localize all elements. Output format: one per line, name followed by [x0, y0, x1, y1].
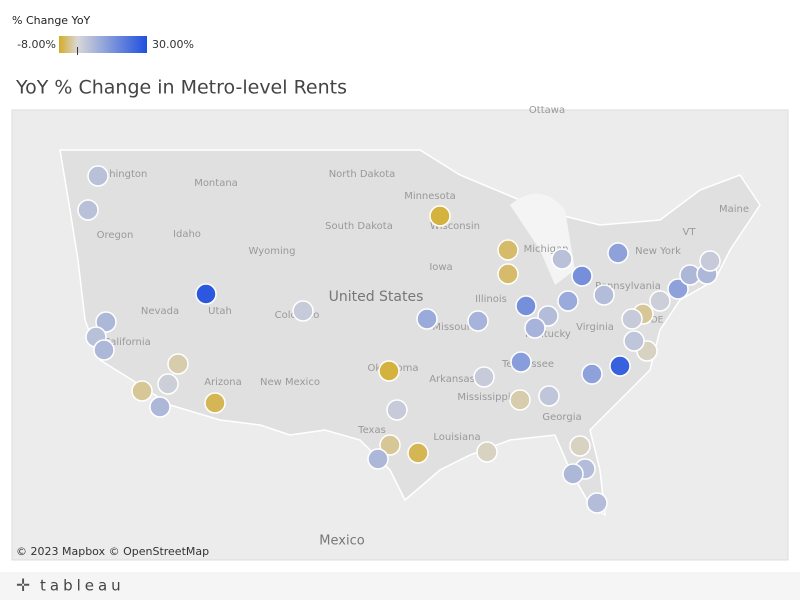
- metro-marker[interactable]: [667, 278, 689, 300]
- metro-marker[interactable]: [386, 399, 408, 421]
- metro-marker[interactable]: [509, 389, 531, 411]
- legend-min: -8.00%: [17, 38, 56, 51]
- metro-marker[interactable]: [429, 205, 451, 227]
- metro-marker[interactable]: [87, 165, 109, 187]
- map-label: Nevada: [141, 306, 179, 317]
- map-label: Arizona: [204, 377, 242, 388]
- metro-marker[interactable]: [378, 360, 400, 382]
- map-label: Louisiana: [433, 432, 480, 443]
- map-title: YoY % Change in Metro-level Rents: [15, 77, 347, 99]
- map-label: South Dakota: [325, 221, 393, 232]
- metro-marker[interactable]: [473, 366, 495, 388]
- metro-marker[interactable]: [204, 392, 226, 414]
- map-label: Pennsylvania: [595, 281, 661, 292]
- metro-marker[interactable]: [157, 373, 179, 395]
- legend-max: 30.00%: [152, 38, 194, 51]
- map-label: Missouri: [432, 322, 473, 333]
- map-label: New York: [635, 246, 681, 257]
- map-label: Georgia: [542, 412, 581, 423]
- map-label: Maine: [719, 204, 749, 215]
- metro-marker[interactable]: [77, 199, 99, 221]
- metro-marker[interactable]: [571, 265, 593, 287]
- map-label: California: [103, 337, 151, 348]
- metro-marker[interactable]: [562, 463, 584, 485]
- metro-marker[interactable]: [623, 330, 645, 352]
- metro-marker[interactable]: [586, 492, 608, 514]
- map-label: United States: [329, 289, 424, 305]
- legend-ramp: [59, 36, 147, 53]
- map-label: New Mexico: [260, 377, 320, 388]
- metro-marker[interactable]: [167, 353, 189, 375]
- metro-marker[interactable]: [367, 448, 389, 470]
- footer: [0, 572, 800, 600]
- map-label: Minnesota: [404, 191, 456, 202]
- map-label: North Dakota: [329, 169, 396, 180]
- metro-marker[interactable]: [699, 250, 721, 272]
- metro-marker[interactable]: [407, 442, 429, 464]
- metro-marker[interactable]: [149, 396, 171, 418]
- markers: [77, 165, 721, 514]
- metro-marker[interactable]: [621, 308, 643, 330]
- map-label: Oregon: [97, 230, 134, 241]
- map-label: Ottawa: [529, 105, 565, 116]
- metro-marker[interactable]: [649, 290, 671, 312]
- metro-marker[interactable]: [497, 263, 519, 285]
- map-label: DE: [651, 316, 664, 326]
- metro-marker[interactable]: [524, 317, 546, 339]
- metro-marker[interactable]: [569, 435, 591, 457]
- metro-marker[interactable]: [292, 300, 314, 322]
- metro-marker[interactable]: [581, 363, 603, 385]
- metro-marker[interactable]: [510, 351, 532, 373]
- metro-marker[interactable]: [557, 290, 579, 312]
- map-label: Wyoming: [249, 246, 296, 257]
- map-label: VT: [683, 227, 697, 238]
- map-label: Wisconsin: [430, 221, 480, 232]
- map-label: Washington: [89, 169, 148, 180]
- metro-marker[interactable]: [497, 239, 519, 261]
- metro-marker[interactable]: [131, 380, 153, 402]
- map-label: Montana: [194, 178, 238, 189]
- metro-marker[interactable]: [95, 311, 117, 333]
- legend-title: % Change YoY: [12, 14, 91, 27]
- metro-marker[interactable]: [195, 283, 217, 305]
- map-label: Mexico: [319, 534, 364, 549]
- map-label: Illinois: [475, 294, 507, 305]
- metro-marker[interactable]: [515, 295, 537, 317]
- metro-marker[interactable]: [467, 310, 489, 332]
- map-label: Idaho: [173, 229, 201, 240]
- map: [11, 109, 789, 561]
- map-label: Arkansas: [429, 374, 475, 385]
- map-label: Kentucky: [525, 329, 571, 340]
- attribution: © 2023 Mapbox © OpenStreetMap: [16, 545, 209, 558]
- map-label: Texas: [357, 425, 386, 436]
- map-label: Virginia: [576, 322, 614, 333]
- metro-marker[interactable]: [593, 284, 615, 306]
- brand-icon: ✛: [16, 576, 30, 596]
- map-label: Michigan: [524, 244, 569, 255]
- metro-marker[interactable]: [476, 441, 498, 463]
- map-label: Mississippi: [457, 392, 510, 403]
- metro-marker[interactable]: [93, 339, 115, 361]
- metro-marker[interactable]: [551, 248, 573, 270]
- metro-marker[interactable]: [538, 385, 560, 407]
- metro-marker[interactable]: [607, 242, 629, 264]
- map-label: Utah: [208, 306, 232, 317]
- metro-marker[interactable]: [609, 355, 631, 377]
- metro-marker[interactable]: [379, 434, 401, 456]
- metro-marker[interactable]: [416, 308, 438, 330]
- map-label: Iowa: [429, 262, 452, 273]
- brand[interactable]: tableau: [40, 577, 125, 595]
